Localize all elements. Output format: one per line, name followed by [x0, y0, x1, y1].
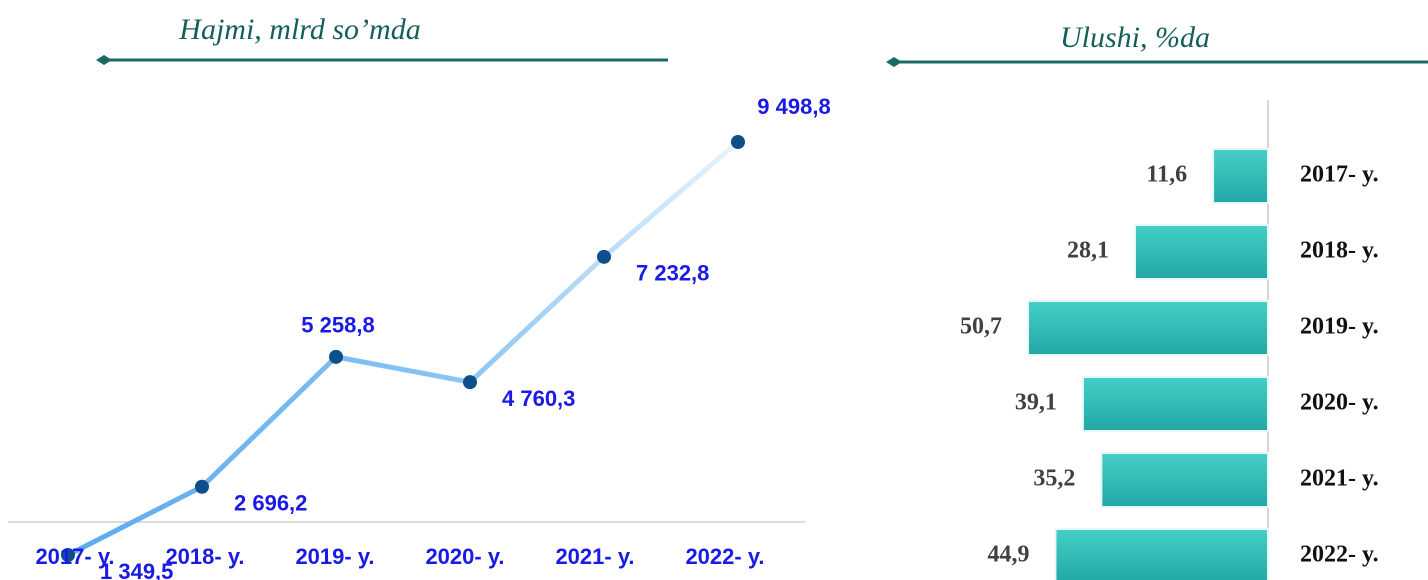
x-tick-label: 2019- y. — [295, 544, 374, 569]
bar — [1081, 376, 1270, 432]
marker — [329, 349, 343, 364]
marker — [61, 548, 75, 562]
chart-title: Ulushi, %da — [1060, 21, 1210, 54]
marker — [195, 479, 209, 494]
data-label: 50,7 — [960, 314, 1002, 340]
data-label: 1 349,5 — [100, 559, 173, 580]
x-tick-label: 2022- y. — [685, 544, 764, 569]
x-tick-label: 2020- y. — [425, 544, 504, 569]
marker — [463, 375, 477, 390]
x-tick-label: 2021- y. — [555, 544, 634, 569]
diamond — [96, 55, 112, 65]
data-label: 9 498,8 — [757, 94, 830, 119]
x-tick-label: 2017- y. — [35, 544, 114, 569]
bar — [1054, 528, 1269, 580]
line — [66, 140, 740, 558]
y-tick-label: 2018- y. — [1300, 238, 1379, 264]
y-tick-label: 2021- y. — [1300, 466, 1379, 492]
bar — [1212, 148, 1269, 204]
chart-title: Hajmi, mlrd so’mda — [178, 13, 420, 46]
data-label: 35,2 — [1033, 466, 1075, 492]
marker — [731, 135, 745, 149]
x-tick-label: 2018- y. — [165, 544, 244, 569]
data-label: 28,1 — [1067, 238, 1109, 264]
y-tick-label: 2022- y. — [1300, 542, 1379, 568]
data-label: 39,1 — [1015, 390, 1057, 416]
diamond — [886, 57, 902, 67]
data-label: 2 696,2 — [234, 491, 307, 516]
data-label: 5 258,8 — [301, 313, 374, 338]
y-tick-label: 2019- y. — [1300, 314, 1379, 340]
y-tick-label: 2020- y. — [1300, 390, 1379, 416]
data-label: 11,6 — [1146, 162, 1187, 188]
data-label: 4 760,3 — [502, 386, 575, 411]
bar — [1027, 300, 1269, 356]
marker — [597, 249, 611, 264]
data-label: 7 232,8 — [636, 261, 709, 286]
bar — [1100, 452, 1270, 508]
data-label: 44,9 — [987, 542, 1029, 568]
y-tick-label: 2017- y. — [1300, 162, 1379, 188]
bar — [1133, 224, 1270, 280]
